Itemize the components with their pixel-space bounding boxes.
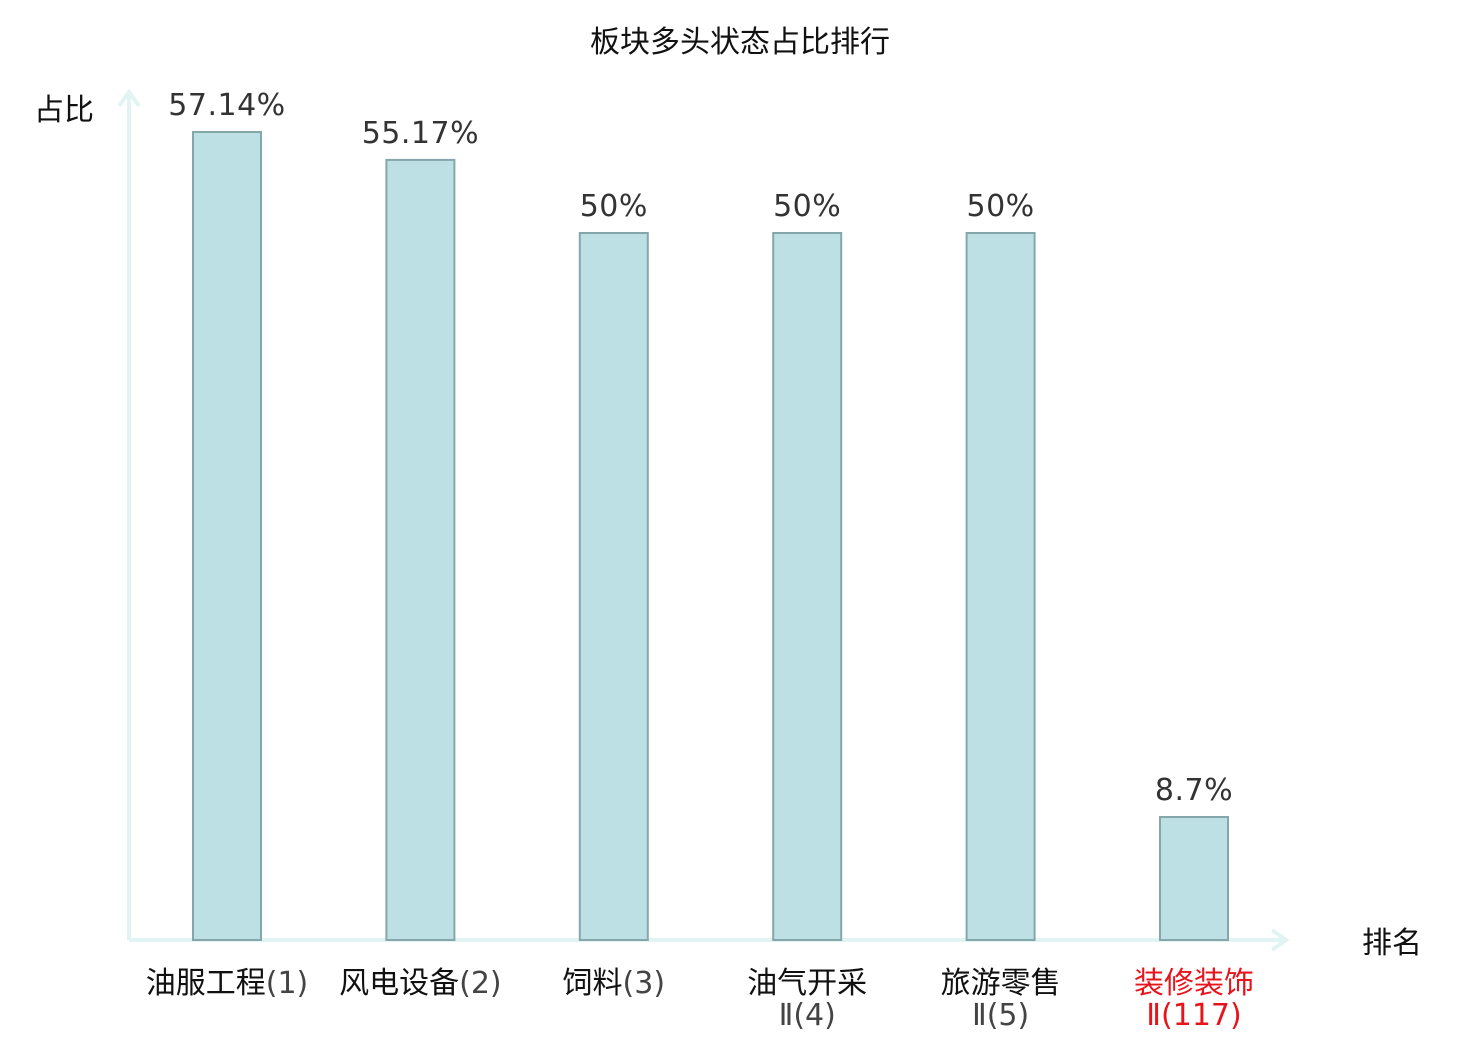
- bar-3: [578, 232, 649, 941]
- chart-title: 板块多头状态占比排行: [590, 25, 890, 60]
- bar-4: [772, 232, 843, 941]
- category-rank: (1): [266, 966, 309, 1001]
- value-labels-group: 57.14% 55.17% 50% 50% 50% 8.7%: [168, 88, 1233, 808]
- category-name: 油服工程: [146, 966, 266, 1001]
- category-label-2: 风电设备(2): [339, 966, 502, 1001]
- category-rank: (2): [459, 966, 502, 1001]
- category-name: 风电设备: [339, 966, 459, 1001]
- value-label-6: 8.7%: [1155, 773, 1233, 808]
- category-rank-6: Ⅱ(117): [1146, 998, 1241, 1033]
- category-label-5: 旅游零售: [941, 966, 1061, 1001]
- value-label-1: 57.14%: [168, 88, 285, 123]
- category-name: 饲料: [563, 966, 623, 1001]
- bar-1: [192, 131, 262, 941]
- x-axis-label: 排名: [1362, 926, 1422, 961]
- x-axis: [129, 928, 1290, 952]
- bar-2: [385, 158, 456, 941]
- category-label-1: 油服工程(1): [146, 966, 309, 1001]
- value-label-2: 55.17%: [362, 116, 479, 151]
- category-rank: (3): [623, 966, 666, 1001]
- y-axis: [117, 88, 141, 940]
- bar-6: [1159, 816, 1229, 941]
- category-label-3: 饲料(3): [563, 966, 666, 1001]
- category-rank-4: Ⅱ(4): [779, 998, 836, 1033]
- bar-5: [965, 232, 1036, 941]
- bars-group: [192, 131, 1229, 941]
- category-label-4: 油气开采: [747, 966, 867, 1001]
- value-label-4: 50%: [773, 189, 841, 224]
- category-label-6: 装修装饰: [1134, 966, 1254, 1001]
- value-label-3: 50%: [580, 189, 648, 224]
- y-axis-label: 占比: [34, 93, 94, 128]
- category-rank-5: Ⅱ(5): [972, 998, 1029, 1033]
- value-label-5: 50%: [967, 189, 1035, 224]
